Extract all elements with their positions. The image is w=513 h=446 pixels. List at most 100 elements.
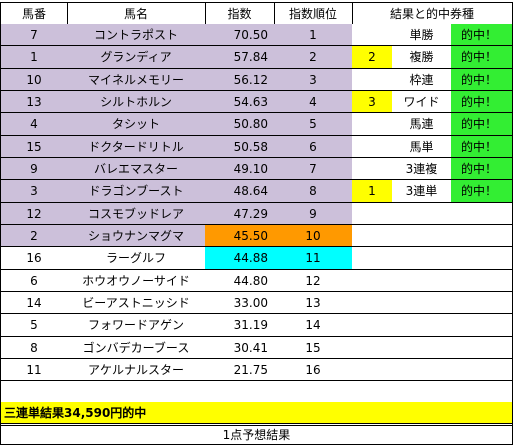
bet-type-cell [392, 247, 452, 270]
bet-type-cell [392, 337, 452, 359]
finish-mark-cell [352, 270, 393, 292]
horse-name-cell: ショウナンマグマ [67, 225, 206, 247]
index-value-cell: 57.84 [205, 46, 275, 69]
horse-name-cell: マイネルメモリー [67, 69, 206, 91]
horse-name-cell: グランディア [67, 46, 206, 69]
finish-mark-cell [352, 136, 393, 158]
horse-name-cell: コスモブッドレア [67, 203, 206, 225]
finish-mark-cell [352, 247, 393, 270]
finish-mark-cell [352, 203, 393, 225]
index-rank-cell: 12 [274, 270, 353, 292]
bet-type-cell: 複勝 [392, 46, 452, 69]
horse-number-cell: 11 [0, 359, 68, 381]
bet-type-cell [392, 381, 452, 404]
horse-name-cell: ゴンバデカーブース [67, 337, 206, 359]
index-rank-cell: 14 [274, 314, 353, 337]
bet-type-cell: ワイド [392, 91, 452, 113]
horse-number-cell: 1 [0, 46, 68, 69]
hit-status-cell: 的中！ [451, 113, 513, 136]
bet-type-cell: 3連複 [392, 158, 452, 180]
horse-name-cell: ラーグルフ [67, 247, 206, 270]
index-rank-cell [274, 381, 353, 404]
finish-mark-cell: 1 [352, 180, 393, 203]
hit-status-cell [451, 314, 513, 337]
finish-mark-cell [352, 381, 393, 404]
index-value-cell [205, 381, 275, 404]
horse-number-cell [0, 381, 68, 404]
bet-type-cell: 3連単 [392, 180, 452, 203]
index-rank-cell: 16 [274, 359, 353, 381]
horse-number-cell: 2 [0, 225, 68, 247]
horse-number-cell: 12 [0, 203, 68, 225]
index-rank-cell: 9 [274, 203, 353, 225]
index-rank-cell: 3 [274, 69, 353, 91]
bet-type-cell: 馬単 [392, 136, 452, 158]
hit-status-cell: 的中！ [451, 46, 513, 69]
bet-type-cell: 枠連 [392, 69, 452, 91]
finish-mark-cell: 3 [352, 91, 393, 113]
hit-status-cell [451, 292, 513, 314]
hit-status-cell [451, 270, 513, 292]
hit-status-cell [451, 247, 513, 270]
index-value-cell: 30.41 [205, 337, 275, 359]
finish-mark-cell [352, 24, 393, 46]
horse-name-cell: シルトホルン [67, 91, 206, 113]
summary-banner: 三連単結果34,590円的中 [0, 402, 513, 424]
index-value-cell: 44.88 [205, 247, 275, 270]
horse-number-cell: 14 [0, 292, 68, 314]
index-rank-cell: 5 [274, 113, 353, 136]
header-index-rank: 指数順位 [274, 3, 353, 25]
index-value-cell: 45.50 [205, 225, 275, 247]
horse-number-cell: 13 [0, 91, 68, 113]
hit-status-cell: 的中！ [451, 158, 513, 180]
hit-status-cell: 的中！ [451, 91, 513, 113]
bet-type-cell [392, 359, 452, 381]
index-rank-cell: 1 [274, 24, 353, 46]
table-top-border [0, 2, 513, 3]
bet-type-cell [392, 314, 452, 337]
index-value-cell: 56.12 [205, 69, 275, 91]
footer-caption: 1点予想結果 [0, 424, 513, 445]
index-value-cell: 47.29 [205, 203, 275, 225]
index-value-cell: 21.75 [205, 359, 275, 381]
index-value-cell: 50.80 [205, 113, 275, 136]
header-horse-name: 馬名 [67, 3, 206, 25]
horse-number-cell: 16 [0, 247, 68, 270]
index-rank-cell: 2 [274, 46, 353, 69]
finish-mark-cell [352, 158, 393, 180]
horse-name-cell: ホウオウノーサイド [67, 270, 206, 292]
index-value-cell: 49.10 [205, 158, 275, 180]
horse-name-cell: アケルナルスター [67, 359, 206, 381]
index-rank-cell: 15 [274, 337, 353, 359]
index-value-cell: 50.58 [205, 136, 275, 158]
horse-number-cell: 6 [0, 270, 68, 292]
hit-status-cell [451, 203, 513, 225]
hit-status-cell: 的中！ [451, 136, 513, 158]
horse-name-cell: タシット [67, 113, 206, 136]
hit-status-cell: 的中！ [451, 24, 513, 46]
horse-name-cell: ドクタードリトル [67, 136, 206, 158]
horse-number-cell: 10 [0, 69, 68, 91]
index-value-cell: 70.50 [205, 24, 275, 46]
finish-mark-cell [352, 337, 393, 359]
horse-number-cell: 9 [0, 158, 68, 180]
hit-status-cell: 的中！ [451, 180, 513, 203]
horse-name-cell [67, 381, 206, 404]
finish-mark-cell [352, 225, 393, 247]
index-rank-cell: 6 [274, 136, 353, 158]
bet-type-cell: 単勝 [392, 24, 452, 46]
bet-type-cell [392, 270, 452, 292]
bet-type-cell [392, 203, 452, 225]
bet-type-cell [392, 292, 452, 314]
header-result-bet-types: 結果と的中券種 [352, 3, 513, 25]
horse-number-cell: 4 [0, 113, 68, 136]
bet-type-cell [392, 225, 452, 247]
index-value-cell: 33.00 [205, 292, 275, 314]
horse-name-cell: バレエマスター [67, 158, 206, 180]
index-rank-cell: 10 [274, 225, 353, 247]
finish-mark-cell [352, 113, 393, 136]
horse-number-cell: 8 [0, 337, 68, 359]
index-rank-cell: 7 [274, 158, 353, 180]
finish-mark-cell [352, 359, 393, 381]
